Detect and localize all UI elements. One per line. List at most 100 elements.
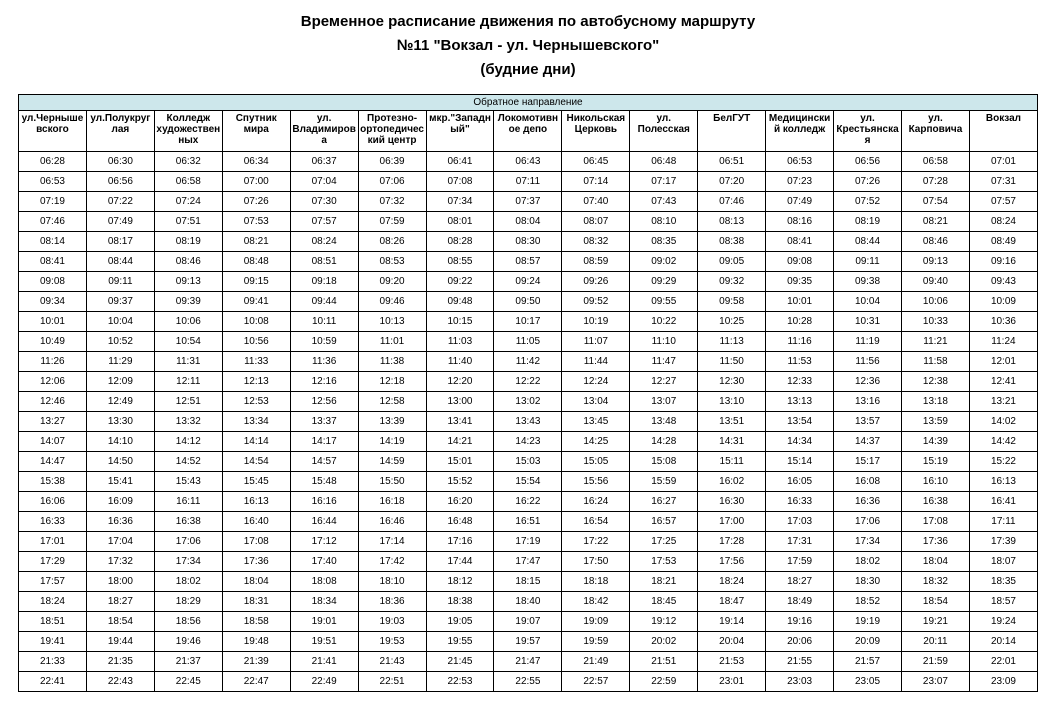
time-cell: 17:11 xyxy=(969,512,1037,532)
time-cell: 09:05 xyxy=(698,252,766,272)
time-cell: 10:59 xyxy=(290,332,358,352)
time-cell: 10:25 xyxy=(698,312,766,332)
time-cell: 21:37 xyxy=(154,652,222,672)
table-row: 16:3316:3616:3816:4016:4416:4616:4816:51… xyxy=(19,512,1038,532)
time-cell: 14:54 xyxy=(222,452,290,472)
time-cell: 11:56 xyxy=(834,352,902,372)
time-cell: 13:43 xyxy=(494,412,562,432)
time-cell: 11:50 xyxy=(698,352,766,372)
time-cell: 17:28 xyxy=(698,532,766,552)
time-cell: 13:48 xyxy=(630,412,698,432)
time-cell: 14:57 xyxy=(290,452,358,472)
time-cell: 19:53 xyxy=(358,632,426,652)
time-cell: 09:20 xyxy=(358,272,426,292)
table-row: 12:0612:0912:1112:1312:1612:1812:2012:22… xyxy=(19,372,1038,392)
time-cell: 09:22 xyxy=(426,272,494,292)
time-cell: 15:50 xyxy=(358,472,426,492)
time-cell: 16:30 xyxy=(698,492,766,512)
time-cell: 12:41 xyxy=(969,372,1037,392)
time-cell: 11:31 xyxy=(154,352,222,372)
time-cell: 14:19 xyxy=(358,432,426,452)
time-cell: 18:21 xyxy=(630,572,698,592)
time-cell: 17:01 xyxy=(19,532,87,552)
time-cell: 18:27 xyxy=(766,572,834,592)
time-cell: 10:19 xyxy=(562,312,630,332)
column-header: Локомотивное депо xyxy=(494,111,562,152)
time-cell: 16:06 xyxy=(19,492,87,512)
time-cell: 16:38 xyxy=(901,492,969,512)
time-cell: 19:05 xyxy=(426,612,494,632)
time-cell: 06:58 xyxy=(154,172,222,192)
time-cell: 18:47 xyxy=(698,592,766,612)
time-cell: 07:30 xyxy=(290,192,358,212)
time-cell: 19:09 xyxy=(562,612,630,632)
time-cell: 10:49 xyxy=(19,332,87,352)
time-cell: 13:16 xyxy=(834,392,902,412)
table-row: 13:2713:3013:3213:3413:3713:3913:4113:43… xyxy=(19,412,1038,432)
time-cell: 19:59 xyxy=(562,632,630,652)
time-cell: 17:53 xyxy=(630,552,698,572)
time-cell: 16:54 xyxy=(562,512,630,532)
time-cell: 09:15 xyxy=(222,272,290,292)
time-cell: 17:36 xyxy=(222,552,290,572)
time-cell: 18:02 xyxy=(834,552,902,572)
time-cell: 18:24 xyxy=(698,572,766,592)
column-header: ул. Полесская xyxy=(630,111,698,152)
time-cell: 16:08 xyxy=(834,472,902,492)
time-cell: 09:46 xyxy=(358,292,426,312)
time-cell: 18:18 xyxy=(562,572,630,592)
time-cell: 18:31 xyxy=(222,592,290,612)
time-cell: 14:28 xyxy=(630,432,698,452)
time-cell: 06:51 xyxy=(698,152,766,172)
time-cell: 07:06 xyxy=(358,172,426,192)
time-cell: 12:16 xyxy=(290,372,358,392)
time-cell: 18:02 xyxy=(154,572,222,592)
time-cell: 16:38 xyxy=(154,512,222,532)
time-cell: 08:19 xyxy=(154,232,222,252)
table-row: 07:4607:4907:5107:5307:5707:5908:0108:04… xyxy=(19,212,1038,232)
time-cell: 11:42 xyxy=(494,352,562,372)
time-cell: 11:53 xyxy=(766,352,834,372)
time-cell: 13:57 xyxy=(834,412,902,432)
column-header: ул. Крестьянская xyxy=(834,111,902,152)
time-cell: 20:14 xyxy=(969,632,1037,652)
time-cell: 09:16 xyxy=(969,252,1037,272)
time-cell: 15:48 xyxy=(290,472,358,492)
time-cell: 17:56 xyxy=(698,552,766,572)
time-cell: 19:14 xyxy=(698,612,766,632)
time-cell: 21:41 xyxy=(290,652,358,672)
time-cell: 13:27 xyxy=(19,412,87,432)
time-cell: 13:18 xyxy=(901,392,969,412)
time-cell: 09:13 xyxy=(901,252,969,272)
time-cell: 17:08 xyxy=(901,512,969,532)
time-cell: 17:29 xyxy=(19,552,87,572)
time-cell: 07:46 xyxy=(19,212,87,232)
time-cell: 19:48 xyxy=(222,632,290,652)
time-cell: 06:41 xyxy=(426,152,494,172)
time-cell: 06:43 xyxy=(494,152,562,172)
schedule-table: Обратное направление ул.Чернышевскогоул.… xyxy=(18,94,1038,692)
time-cell: 13:02 xyxy=(494,392,562,412)
time-cell: 07:08 xyxy=(426,172,494,192)
table-row: 09:3409:3709:3909:4109:4409:4609:4809:50… xyxy=(19,292,1038,312)
time-cell: 22:51 xyxy=(358,672,426,692)
time-cell: 08:44 xyxy=(86,252,154,272)
time-cell: 11:36 xyxy=(290,352,358,372)
time-cell: 09:50 xyxy=(494,292,562,312)
time-cell: 15:08 xyxy=(630,452,698,472)
time-cell: 12:22 xyxy=(494,372,562,392)
time-cell: 19:07 xyxy=(494,612,562,632)
time-cell: 15:56 xyxy=(562,472,630,492)
time-cell: 11:05 xyxy=(494,332,562,352)
time-cell: 17:40 xyxy=(290,552,358,572)
time-cell: 07:49 xyxy=(86,212,154,232)
time-cell: 08:59 xyxy=(562,252,630,272)
time-cell: 20:02 xyxy=(630,632,698,652)
time-cell: 18:24 xyxy=(19,592,87,612)
time-cell: 09:11 xyxy=(834,252,902,272)
time-cell: 08:46 xyxy=(154,252,222,272)
time-cell: 16:36 xyxy=(86,512,154,532)
time-cell: 21:51 xyxy=(630,652,698,672)
time-cell: 09:08 xyxy=(766,252,834,272)
time-cell: 18:38 xyxy=(426,592,494,612)
